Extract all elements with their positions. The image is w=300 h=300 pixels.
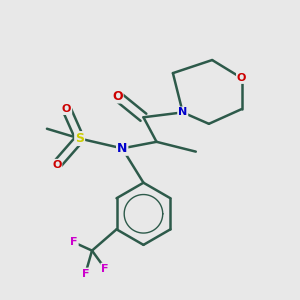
Text: O: O (237, 73, 246, 83)
Text: F: F (82, 268, 89, 278)
Text: O: O (112, 89, 123, 103)
Text: O: O (62, 104, 71, 114)
Text: S: S (75, 132, 84, 145)
Text: N: N (178, 107, 187, 117)
Text: N: N (117, 142, 128, 155)
Text: F: F (101, 264, 109, 274)
Text: O: O (52, 160, 62, 170)
Text: F: F (70, 237, 78, 248)
